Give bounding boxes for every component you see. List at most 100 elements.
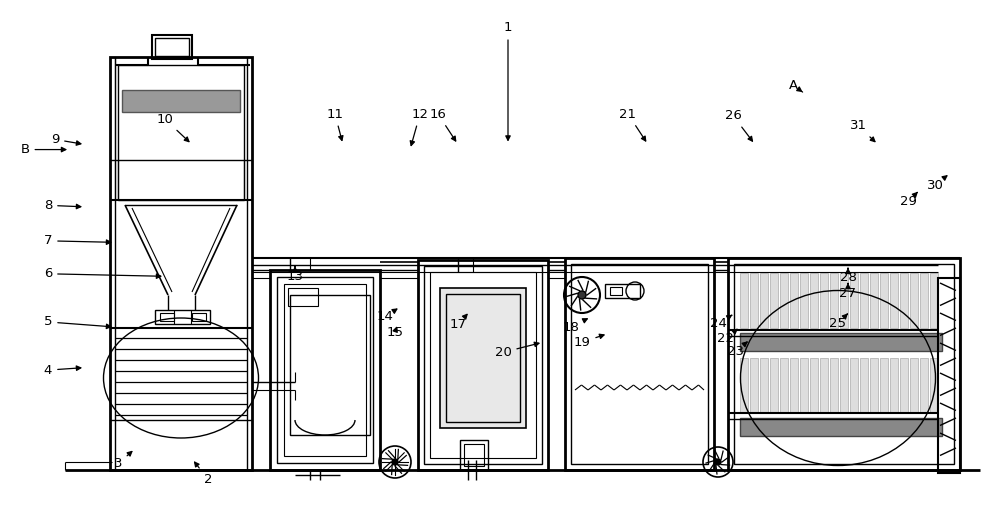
Bar [830, 273, 838, 328]
Text: 11: 11 [326, 107, 344, 140]
Bar [430, 272, 536, 458]
Bar [192, 313, 206, 321]
Bar [610, 287, 622, 295]
Text: 19: 19 [574, 334, 604, 349]
Bar [571, 264, 708, 464]
Bar [930, 358, 938, 413]
Bar [740, 333, 942, 351]
Bar [750, 358, 758, 413]
Bar [860, 358, 868, 413]
Bar [810, 273, 818, 328]
Bar [850, 273, 858, 328]
Bar [760, 358, 768, 413]
Circle shape [392, 459, 398, 465]
Bar [770, 273, 778, 328]
Text: 31: 31 [850, 119, 875, 141]
Bar [830, 358, 838, 413]
Bar [890, 273, 898, 328]
Bar [460, 440, 488, 470]
Bar [740, 358, 748, 413]
Bar [440, 288, 526, 428]
Bar [780, 358, 788, 413]
Bar [740, 418, 942, 436]
Text: 10: 10 [157, 113, 189, 141]
Text: 29: 29 [900, 192, 917, 208]
Bar [840, 273, 848, 328]
Bar [880, 273, 888, 328]
Bar [290, 295, 370, 435]
Bar [750, 273, 758, 328]
Bar [850, 358, 858, 413]
Text: 24: 24 [710, 315, 732, 330]
Bar [740, 273, 748, 328]
Text: 7: 7 [44, 234, 111, 247]
Bar [770, 358, 778, 413]
Bar [424, 266, 542, 464]
Bar [118, 65, 244, 200]
Text: 22: 22 [718, 329, 737, 345]
Bar [900, 358, 908, 413]
Bar [418, 260, 548, 470]
Text: 4: 4 [44, 364, 81, 377]
Bar [760, 273, 768, 328]
Bar [910, 273, 918, 328]
Circle shape [578, 291, 586, 299]
Text: 8: 8 [44, 199, 81, 212]
Bar [870, 273, 878, 328]
Bar [900, 273, 908, 328]
Text: 15: 15 [386, 325, 404, 339]
Text: 6: 6 [44, 267, 161, 280]
Bar [728, 258, 960, 470]
Bar [800, 358, 808, 413]
Text: A: A [788, 79, 803, 92]
Bar [938, 278, 960, 473]
Circle shape [715, 459, 721, 465]
Text: 9: 9 [51, 133, 81, 146]
Text: 16: 16 [430, 107, 456, 141]
Text: 26: 26 [725, 109, 752, 141]
Text: 25: 25 [830, 314, 847, 330]
Text: 5: 5 [44, 315, 111, 329]
Text: B: B [20, 143, 66, 156]
Text: 20: 20 [495, 342, 539, 359]
Bar [122, 90, 240, 112]
Bar [800, 273, 808, 328]
Bar [790, 358, 798, 413]
Bar [920, 273, 928, 328]
Bar [820, 358, 828, 413]
Text: 1: 1 [504, 21, 512, 140]
Bar [288, 288, 318, 306]
Bar [270, 270, 380, 470]
Bar [277, 277, 373, 463]
Bar [446, 294, 520, 422]
Text: 18: 18 [563, 319, 587, 334]
Bar [152, 35, 192, 59]
Bar [155, 38, 189, 56]
Bar [920, 358, 928, 413]
Text: 17: 17 [450, 314, 467, 331]
Bar [110, 57, 252, 470]
Bar [910, 358, 918, 413]
Text: 21: 21 [620, 107, 646, 141]
Bar [860, 273, 868, 328]
Text: 12: 12 [410, 107, 428, 146]
Bar [565, 258, 714, 470]
Text: 23: 23 [728, 342, 747, 358]
Bar [870, 358, 878, 413]
Text: 27: 27 [840, 283, 856, 300]
Bar [160, 313, 174, 321]
Bar [820, 273, 828, 328]
Text: 13: 13 [287, 267, 304, 283]
Text: 14: 14 [377, 309, 397, 323]
Bar [890, 358, 898, 413]
Text: 30: 30 [927, 176, 947, 192]
Text: 2: 2 [195, 462, 212, 486]
Bar [840, 358, 848, 413]
Bar [880, 358, 888, 413]
Bar [930, 273, 938, 328]
Bar [284, 284, 366, 456]
Bar [790, 273, 798, 328]
Bar [734, 264, 954, 464]
Bar [155, 310, 210, 324]
Text: 3: 3 [114, 451, 132, 470]
